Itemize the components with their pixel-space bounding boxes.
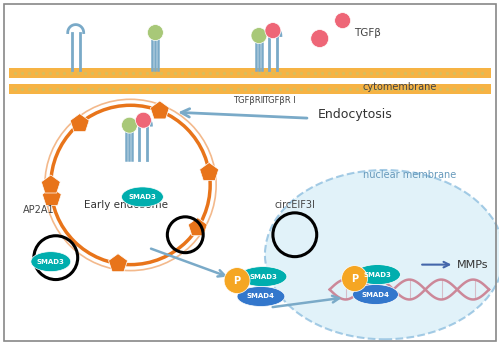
Text: MMPs: MMPs: [457, 260, 488, 270]
Ellipse shape: [265, 170, 500, 339]
Ellipse shape: [354, 265, 401, 285]
Text: TGFβR I: TGFβR I: [264, 96, 296, 105]
Circle shape: [136, 112, 152, 128]
Text: SMAD3: SMAD3: [364, 272, 392, 278]
Ellipse shape: [239, 267, 287, 287]
Ellipse shape: [251, 28, 267, 43]
Circle shape: [311, 30, 328, 48]
Text: SMAD4: SMAD4: [247, 294, 275, 299]
Text: P: P: [351, 274, 358, 284]
Polygon shape: [150, 101, 170, 119]
FancyBboxPatch shape: [9, 68, 491, 78]
Text: TGFβRⅡ: TGFβRⅡ: [233, 96, 265, 105]
Text: SMAD3: SMAD3: [249, 274, 277, 279]
Polygon shape: [42, 175, 60, 193]
Text: Early endosome: Early endosome: [84, 200, 168, 210]
Ellipse shape: [148, 24, 164, 40]
Polygon shape: [70, 114, 89, 131]
Text: SMAD3: SMAD3: [37, 259, 64, 265]
Ellipse shape: [31, 252, 70, 272]
Polygon shape: [200, 162, 218, 180]
Text: AP2A1: AP2A1: [23, 205, 54, 215]
FancyBboxPatch shape: [9, 85, 491, 94]
Circle shape: [334, 13, 350, 29]
Text: cytomembrane: cytomembrane: [362, 82, 436, 92]
Text: SMAD4: SMAD4: [362, 292, 390, 297]
Ellipse shape: [237, 287, 285, 306]
Circle shape: [224, 268, 250, 294]
Polygon shape: [108, 254, 128, 272]
Text: nuclear membrane: nuclear membrane: [362, 170, 456, 180]
Circle shape: [342, 266, 367, 292]
Circle shape: [265, 23, 281, 39]
Ellipse shape: [122, 187, 164, 207]
Text: Endocytosis: Endocytosis: [318, 108, 392, 121]
Ellipse shape: [352, 285, 399, 305]
Text: TGFβ: TGFβ: [354, 28, 380, 38]
Text: P: P: [234, 276, 240, 286]
Polygon shape: [42, 187, 62, 206]
Ellipse shape: [122, 117, 138, 133]
Text: SMAD3: SMAD3: [128, 194, 156, 200]
Text: circEIF3I: circEIF3I: [274, 200, 316, 210]
Polygon shape: [188, 218, 207, 236]
